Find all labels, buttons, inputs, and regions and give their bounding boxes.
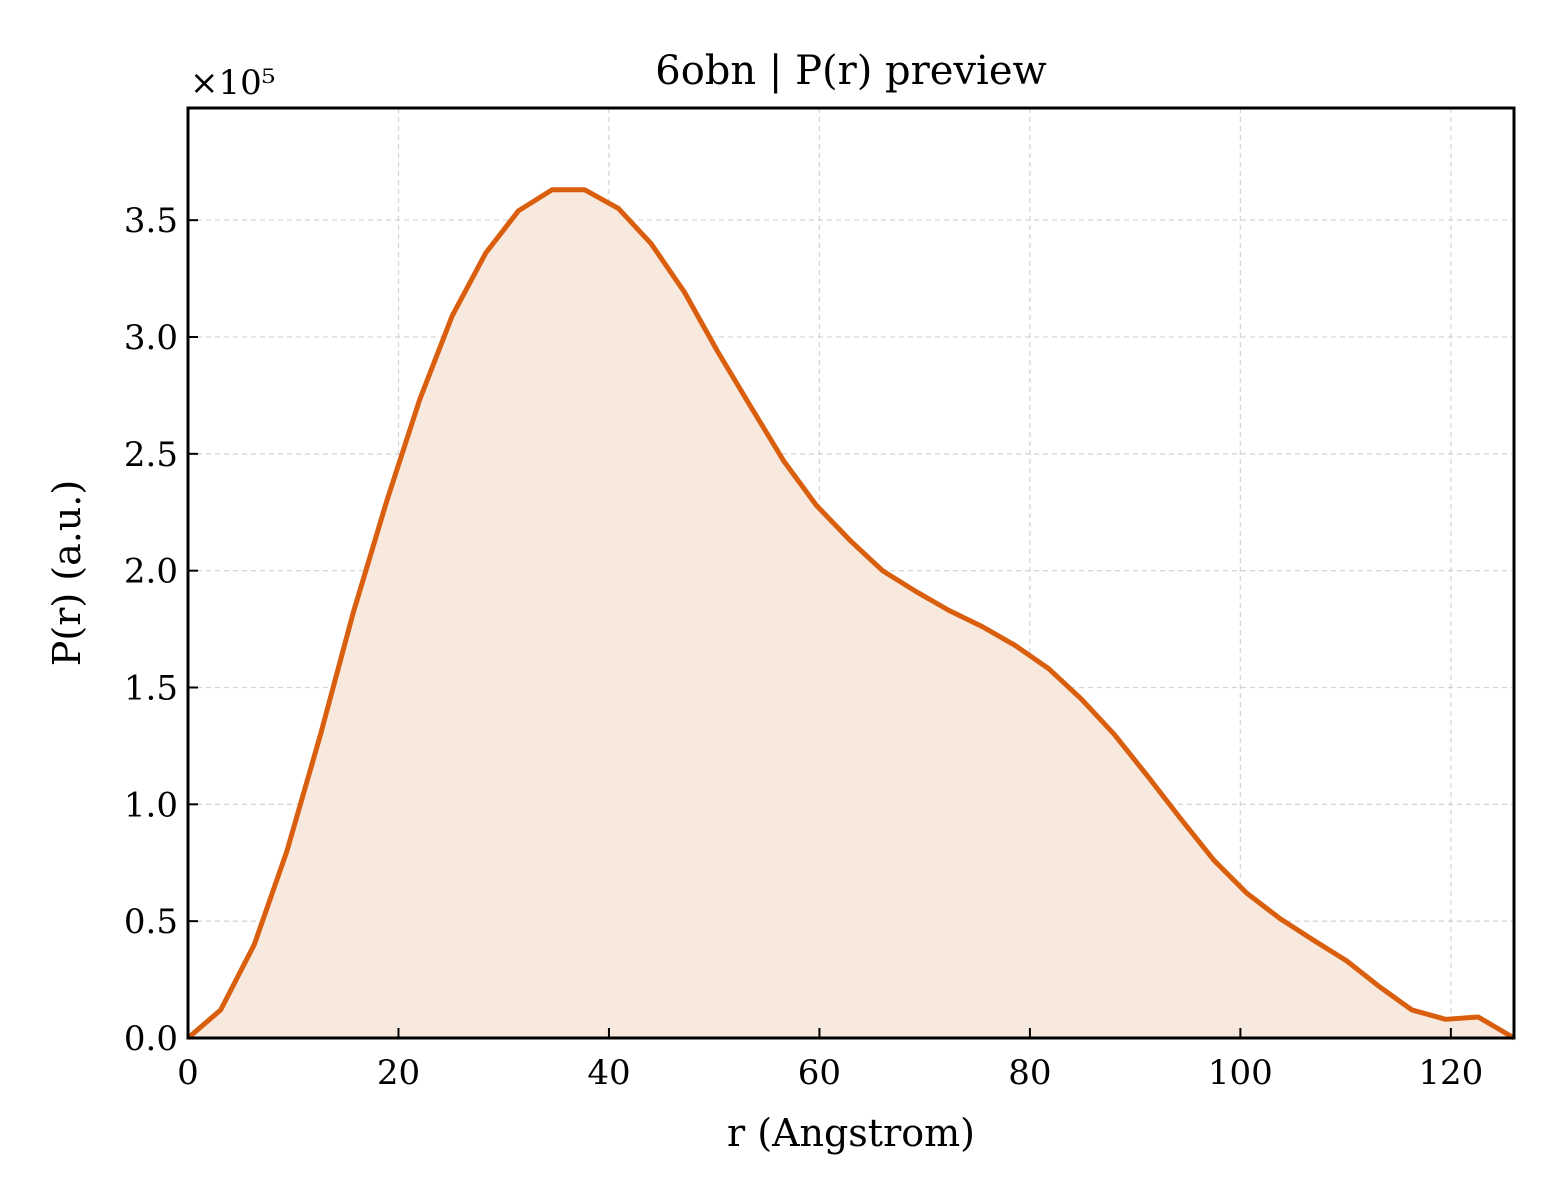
area-fill bbox=[188, 189, 1514, 1038]
y-tick-label: 3.5 bbox=[124, 201, 178, 241]
y-axis-label: P(r) (a.u.) bbox=[45, 480, 89, 666]
y-offset-label: ×10⁵ bbox=[190, 63, 275, 103]
chart-title: 6obn | P(r) preview bbox=[655, 48, 1046, 94]
x-tick-label: 120 bbox=[1418, 1053, 1483, 1093]
series-line bbox=[186, 187, 1516, 1041]
y-tick-label: 0.5 bbox=[124, 902, 178, 942]
x-tick-label: 20 bbox=[377, 1053, 420, 1093]
x-tick-label: 100 bbox=[1208, 1053, 1273, 1093]
tick-layer: 0 20 40 60 80 100 120 0.0 0.5 1.0 1.5 2.0 2.5 3.0 3.5 bbox=[124, 201, 1483, 1093]
y-tick-label: 2.5 bbox=[124, 435, 178, 475]
x-axis-label: r (Angstrom) bbox=[727, 1111, 975, 1155]
plot-frame bbox=[186, 106, 1516, 1040]
y-tick-label: 1.5 bbox=[124, 668, 178, 708]
y-tick-label: 2.0 bbox=[124, 552, 178, 592]
y-tick-label: 0.0 bbox=[124, 1019, 178, 1059]
x-tick-label: 60 bbox=[798, 1053, 841, 1093]
x-tick-label: 0 bbox=[177, 1053, 199, 1093]
x-tick-label: 40 bbox=[587, 1053, 630, 1093]
y-tick-label: 1.0 bbox=[124, 785, 178, 825]
y-tick-label: 3.0 bbox=[124, 318, 178, 358]
x-tick-label: 80 bbox=[1008, 1053, 1051, 1093]
